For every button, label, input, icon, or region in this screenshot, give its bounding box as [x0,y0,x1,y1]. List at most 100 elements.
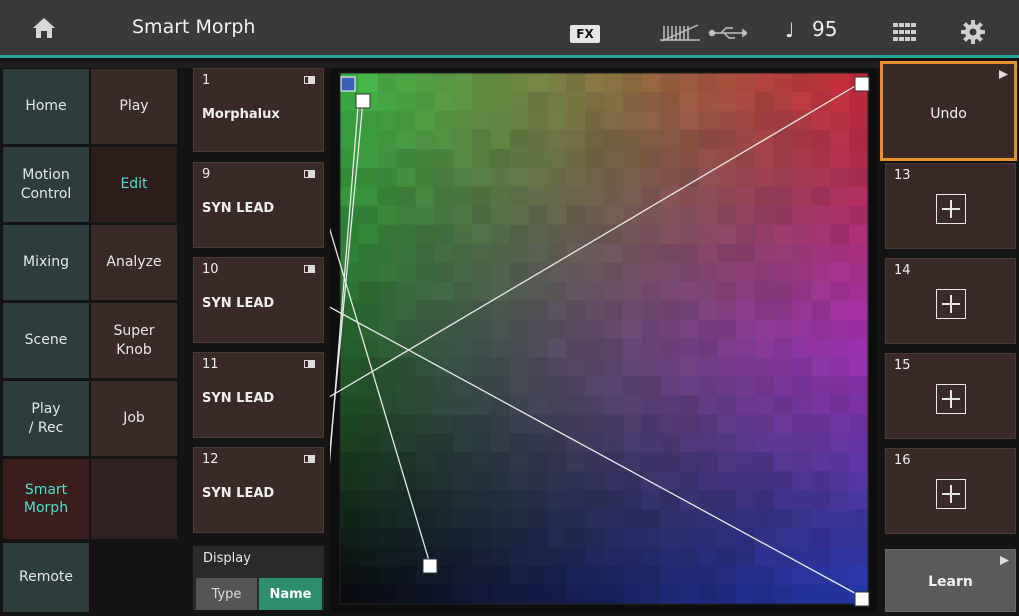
morph-cell [604,376,624,396]
part-name: SYN LEAD [202,486,275,501]
morph-cell [340,585,360,605]
morph-map[interactable] [323,68,877,612]
morph-cell [358,433,379,453]
morph-cell [547,509,567,529]
part-10[interactable]: 10 SYN LEAD [193,257,324,343]
morph-cell [604,110,624,131]
morph-cell [679,566,699,586]
morph-cell [660,300,681,321]
morph-cell [830,395,850,415]
morph-handle[interactable] [854,591,870,607]
morph-cell [736,585,756,605]
grid-button[interactable] [880,14,930,50]
morph-cell [509,319,530,340]
nav-analyze-label: Analyze [106,254,162,271]
morph-cell [358,357,379,378]
nav-smart-morph[interactable]: Smart Morph [3,459,89,539]
plus-icon [936,194,966,224]
nav-mixing[interactable]: Mixing [3,225,89,300]
morph-cell [792,73,813,93]
morph-handle[interactable] [854,76,870,92]
morph-cell [849,319,869,340]
morph-cell [528,338,549,359]
morph-cell [811,110,831,131]
morph-cell [679,262,699,283]
morph-cell [434,414,454,434]
morph-cell [396,528,417,548]
morph-cell [660,186,681,207]
slot-14[interactable]: 14 [885,258,1016,344]
slot-16[interactable]: 16 [885,448,1016,534]
part-9[interactable]: 9 SYN LEAD [193,162,324,248]
morph-cell [434,490,454,510]
nav-play[interactable]: Play [91,69,177,144]
morph-cell [698,547,718,567]
morph-cell [622,509,643,529]
morph-cell [490,357,511,378]
nav-remote[interactable]: Remote [3,543,89,612]
morph-cell [377,110,398,131]
part-12[interactable]: 12 SYN LEAD [193,447,324,533]
morph-cell [566,585,586,605]
nav-play-rec-label: Play / Rec [28,401,64,436]
slot-15[interactable]: 15 [885,353,1016,439]
morph-cell [736,110,756,131]
morph-cell [453,509,473,529]
morph-map-canvas[interactable] [323,68,877,612]
morph-cell [849,205,869,226]
morph-cell [754,338,775,359]
morph-cell [528,319,549,340]
part-11[interactable]: 11 SYN LEAD [193,352,324,438]
morph-cell [679,148,699,169]
morph-cell [509,376,530,396]
morph-cell [811,73,831,93]
part-name: SYN LEAD [202,201,275,216]
slot-number: 16 [894,453,911,468]
morph-cell [679,91,699,112]
morph-cell [754,91,775,112]
morph-cell [453,186,473,207]
morph-cell [660,262,681,283]
morph-cell [736,433,756,453]
nav-scene[interactable]: Scene [3,303,89,378]
morph-cell [792,433,813,453]
morph-cell [358,224,379,245]
settings-button[interactable] [948,12,998,52]
part-name: Morphalux [202,107,280,122]
morph-cell [736,91,756,112]
nav-home[interactable]: Home [3,69,89,144]
morph-cell [490,414,511,434]
morph-cell [415,509,435,529]
display-type-button[interactable]: Type [196,578,257,610]
part-1[interactable]: 1 Morphalux [193,68,324,152]
morph-cell [660,566,681,586]
nav-motion-control[interactable]: Motion Control [3,147,89,222]
morph-handle[interactable] [422,558,438,574]
morph-cell [453,319,473,340]
morph-cell [415,376,435,396]
morph-cell [660,509,681,529]
tempo-value[interactable]: 95 [812,17,838,41]
nav-super-knob[interactable]: Super Knob [91,303,177,378]
home-button[interactable] [0,0,88,55]
display-name-button[interactable]: Name [259,578,322,610]
fx-button[interactable]: FX [570,25,600,43]
morph-cell [679,585,699,605]
nav-analyze[interactable]: Analyze [91,225,177,300]
morph-cell [622,243,643,264]
morph-cell [698,509,718,529]
morph-cell [585,471,605,491]
morph-cell [585,547,605,567]
slot-13[interactable]: 13 [885,163,1016,249]
nav-play-rec[interactable]: Play / Rec [3,381,89,456]
morph-cell [604,262,624,283]
morph-cell [377,585,398,605]
learn-button[interactable]: Learn [885,549,1016,612]
undo-button[interactable]: Undo [880,61,1017,161]
morph-cell [547,376,567,396]
morph-cell [717,186,737,207]
nav-edit[interactable]: Edit [91,147,177,222]
morph-handle-blue[interactable] [340,76,356,92]
morph-handle[interactable] [355,93,371,109]
nav-job[interactable]: Job [91,381,177,456]
